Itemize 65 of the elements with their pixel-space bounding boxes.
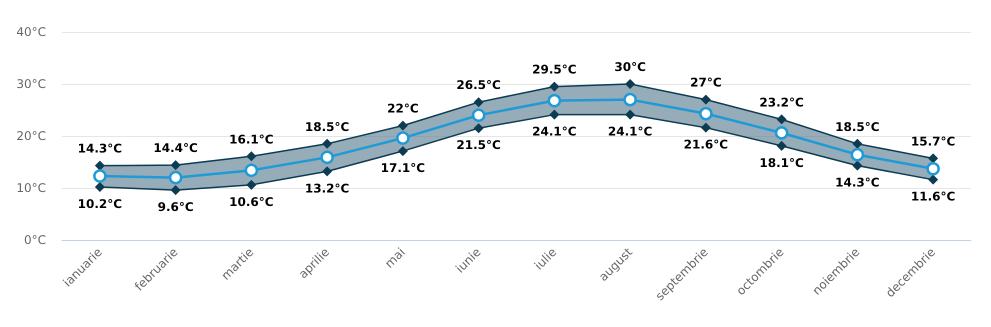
point <box>474 123 484 134</box>
data-label: 24.1°C <box>608 124 653 139</box>
point <box>94 160 105 171</box>
point <box>700 122 711 133</box>
data-label: 26.5°C <box>456 78 502 92</box>
point <box>246 151 256 162</box>
point <box>170 185 181 196</box>
point <box>322 166 332 176</box>
point <box>548 94 562 108</box>
point <box>244 164 258 178</box>
data-label: 18.5°C <box>304 120 350 134</box>
point <box>168 170 182 184</box>
y-tick-label: 40°C <box>16 25 46 39</box>
data-label: 13.2°C <box>304 181 350 196</box>
data-label: 27°C <box>690 76 722 90</box>
point <box>852 160 862 171</box>
point <box>776 114 787 124</box>
point <box>170 160 181 170</box>
point <box>774 126 788 140</box>
y-tick-label: 10°C <box>16 181 46 195</box>
point <box>776 140 787 151</box>
point <box>320 150 334 164</box>
data-label: 14.4°C <box>153 141 198 156</box>
point <box>926 162 940 176</box>
point <box>396 131 410 145</box>
y-tick-label: 0°C <box>24 233 46 247</box>
data-label: 18.1°C <box>759 156 804 170</box>
data-label: 24.1°C <box>532 124 577 139</box>
point <box>850 148 864 162</box>
point <box>246 180 256 190</box>
y-tick-label: 30°C <box>16 77 46 91</box>
data-label: 14.3°C <box>78 142 122 156</box>
point <box>700 94 711 105</box>
point <box>398 146 408 156</box>
point <box>623 92 637 106</box>
point <box>549 110 560 120</box>
data-label: 10.6°C <box>229 194 274 209</box>
data-label: 29.5°C <box>532 62 577 77</box>
data-label: 18.5°C <box>835 120 880 134</box>
data-label: 21.6°C <box>684 138 728 152</box>
point <box>322 138 332 149</box>
y-tick-label: 20°C <box>16 129 46 143</box>
data-label: 22°C <box>387 102 419 116</box>
data-label: 10.2°C <box>78 196 122 211</box>
point <box>852 138 862 149</box>
point <box>94 182 105 192</box>
point <box>474 97 484 108</box>
data-label: 16.1°C <box>229 132 274 146</box>
data-label: 21.5°C <box>456 138 502 152</box>
data-label: 9.6°C <box>158 200 194 214</box>
data-label: 30°C <box>614 60 646 74</box>
data-label: 23.2°C <box>759 95 804 110</box>
point <box>472 108 486 122</box>
point <box>928 174 938 185</box>
point <box>928 153 938 164</box>
point <box>398 120 408 131</box>
point <box>625 79 636 89</box>
data-label: 15.7°C <box>910 134 956 148</box>
data-label: 14.3°C <box>835 176 880 190</box>
point <box>549 82 560 92</box>
point <box>625 110 636 120</box>
data-label: 11.6°C <box>910 190 956 204</box>
point <box>699 106 713 120</box>
point <box>93 169 107 183</box>
data-label: 17.1°C <box>380 161 426 176</box>
